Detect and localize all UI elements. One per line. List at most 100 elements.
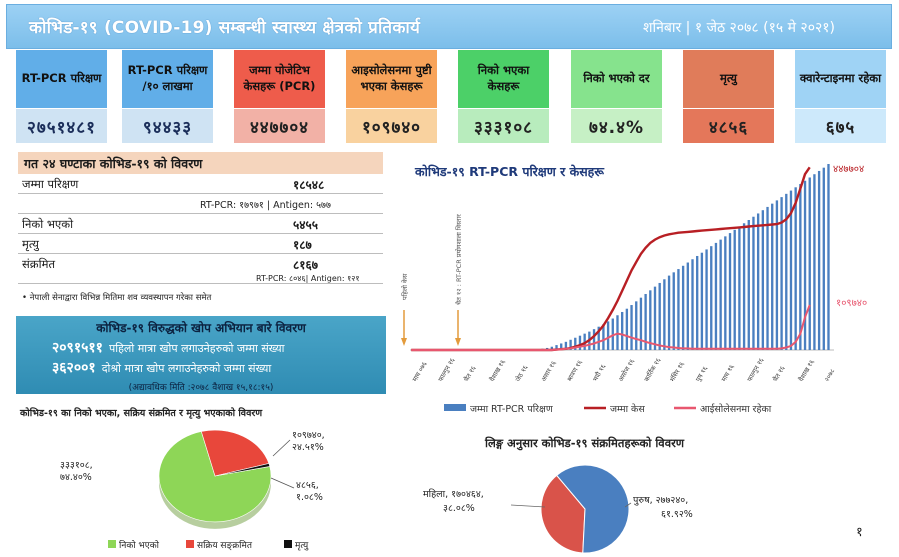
- stat-card-label: मृत्यु: [683, 50, 774, 108]
- row-label: जम्मा परिक्षण: [22, 177, 79, 191]
- row-value: १८५४८: [293, 178, 325, 192]
- arrow-head: [455, 338, 461, 346]
- legend-swatch: [444, 404, 466, 411]
- stat-card-label: निको भएका केसहरू: [458, 50, 549, 108]
- stat-card-value: ४४७७०४: [234, 109, 325, 143]
- test-bar: [738, 226, 741, 350]
- test-bar: [752, 216, 755, 350]
- slice-label: महिला, १७०४६४,: [423, 488, 484, 500]
- annotation-label: पहिलो केस: [401, 273, 409, 300]
- first-dose-label: पहिलो मात्रा खोप लगाउनेहरुको जम्मा संख्य…: [108, 342, 285, 355]
- test-bar: [667, 275, 671, 350]
- first-dose-value: २०९१५११: [52, 340, 103, 356]
- test-bar: [639, 297, 643, 350]
- legend-swatch: [284, 540, 292, 548]
- slice-label: पुरुष, २७७२४०,: [633, 495, 688, 506]
- x-tick-label: २०७८: [823, 367, 837, 383]
- leader-line: [510, 504, 546, 508]
- vaccine-update-note: (अद्यावधिक मिति :२०७८ वैशाख १५,१८:१५): [128, 383, 274, 393]
- x-tick-label: पुष १६: [694, 364, 709, 383]
- test-bar: [789, 190, 793, 350]
- second-dose-value: ३६२००१: [52, 360, 96, 376]
- table-row: मृत्यु १८७: [18, 234, 383, 254]
- test-bar: [578, 335, 582, 350]
- table-row-sub: RT-PCR: १७९७१ | Antigen: ५७७: [18, 194, 383, 214]
- slice-pct: ६१.९२%: [661, 509, 693, 520]
- isolation-line: [411, 304, 811, 351]
- test-bar: [649, 290, 652, 350]
- test-bar: [569, 339, 572, 350]
- header-banner: कोभिड-१९ (COVID-19) सम्बन्धी स्वास्थ्य क…: [6, 4, 892, 49]
- test-bar: [691, 259, 694, 350]
- slice-pct: ३८.०८%: [443, 503, 475, 514]
- second-dose-label: दोश्रो मात्रा खोप लगाउनेहरुको जम्मा संख्…: [101, 362, 272, 375]
- stat-card: निको भएको दर ७४.४%: [571, 50, 662, 143]
- legend-label: आईसोलेसनमा रहेका: [700, 403, 772, 415]
- test-bar: [780, 197, 783, 350]
- test-bar: [635, 301, 638, 350]
- status-pie-chart: ३३३१०८,७४.४०% १०९७४०,२४.५१% ४८५६,१.०८% निको…: [60, 429, 325, 551]
- test-bar: [606, 321, 610, 350]
- gender-pie-slice: [540, 474, 586, 554]
- stat-card: निको भएका केसहरू ३३३१०८: [458, 50, 549, 143]
- first-dose-line: २०९१५११ पहिलो मात्रा खोप लगाउनेहरुको जम्म…: [52, 338, 284, 357]
- test-bar: [574, 337, 577, 350]
- test-bar: [756, 213, 760, 350]
- x-tick-label: असोज १६: [617, 357, 637, 383]
- gender-pie-title: लिङ्ग अनुसार कोभिड-१९ संक्रमितहरूको विवर…: [484, 436, 685, 451]
- stat-card-label: RT-PCR परिक्षण /१० लाखमा: [122, 50, 213, 108]
- slice-label: १०९७४०,: [292, 430, 325, 441]
- legend-swatch: [186, 540, 194, 548]
- row-value: १८७: [293, 238, 312, 252]
- test-bar: [663, 279, 666, 350]
- test-bar: [724, 236, 727, 350]
- last-24h-title: गत २४ घण्टाका कोभिड-१९ को विवरण: [18, 152, 383, 174]
- test-bar: [696, 255, 699, 350]
- arrow-head: [401, 338, 407, 346]
- test-bar: [747, 220, 750, 350]
- end-label-isolation: १०९७४०: [836, 298, 867, 309]
- table-row: संक्रमित ८१६७ RT-PCR: ८०४६| Antigen: १२१: [18, 254, 383, 284]
- leader-line: [272, 439, 291, 457]
- status-pie-slice: [158, 431, 272, 523]
- stat-card-value: ४८५६: [683, 109, 774, 143]
- tests-cases-chart: ४४७७०४ १०९७४० पहिलो केस चैत १२ : RT-PCR प्र…: [401, 164, 867, 415]
- annotation-label: चैत १२ : RT-PCR प्रयोगशाला विस्तार: [455, 214, 463, 305]
- leader-line: [624, 502, 632, 508]
- x-tick-label: असार १६: [540, 359, 559, 383]
- stat-card: जम्मा पोजेटिभ केसहरू (PCR) ४४७७०४: [234, 50, 325, 143]
- stat-card: RT-PCR परिक्षण /१० लाखमा ९४४३३: [122, 50, 213, 143]
- stat-card-label: निको भएको दर: [571, 50, 662, 108]
- x-tick-label: श्रावण १६: [565, 358, 584, 383]
- legend-label: निको भएको: [119, 539, 160, 551]
- stat-card-label: क्वारेन्टाइनमा रहेका: [795, 50, 886, 108]
- test-bar: [592, 329, 596, 350]
- test-bar: [672, 272, 675, 350]
- test-bar: [658, 282, 661, 350]
- infected-breakdown: RT-PCR: ८०४६| Antigen: १२१: [256, 274, 360, 283]
- row-value: ५४५५: [293, 218, 318, 232]
- gender-pie-slice: [555, 464, 630, 554]
- row-label: संक्रमित: [22, 257, 56, 271]
- test-bar: [761, 210, 765, 350]
- test-bar: [564, 341, 568, 350]
- legend-label: मृत्यु: [295, 541, 309, 551]
- stat-card: RT-PCR परिक्षण २७५१४८१: [16, 50, 107, 143]
- stat-card: आइसोलेसनमा पुष्टी भएका केसहरू १०९७४०: [346, 50, 437, 143]
- report-date: शनिबार | १ जेठ २०७८ (१५ मे २०२१): [642, 20, 835, 36]
- test-bar: [808, 177, 811, 350]
- test-bar: [733, 229, 736, 350]
- status-pie-slice: [200, 429, 270, 477]
- x-tick-label: वैशाख १६: [488, 358, 507, 383]
- test-bar: [644, 293, 647, 350]
- test-bar: [728, 233, 732, 350]
- x-tick-label: चैत १६: [462, 364, 478, 383]
- leader-line: [270, 477, 295, 489]
- test-bar: [785, 193, 788, 350]
- test-bar: [653, 286, 657, 350]
- x-tick-label: फाल्गुन १६: [437, 356, 457, 383]
- stat-card-label: RT-PCR परिक्षण: [16, 50, 107, 108]
- footnote: • नेपाली सेनाद्वारा विभिन्न मितिमा शव व्…: [22, 293, 212, 303]
- test-bar: [827, 164, 830, 350]
- status-pie-title: कोभिड-१९ का निको भएका, सक्रिय संक्रमित र…: [20, 408, 263, 419]
